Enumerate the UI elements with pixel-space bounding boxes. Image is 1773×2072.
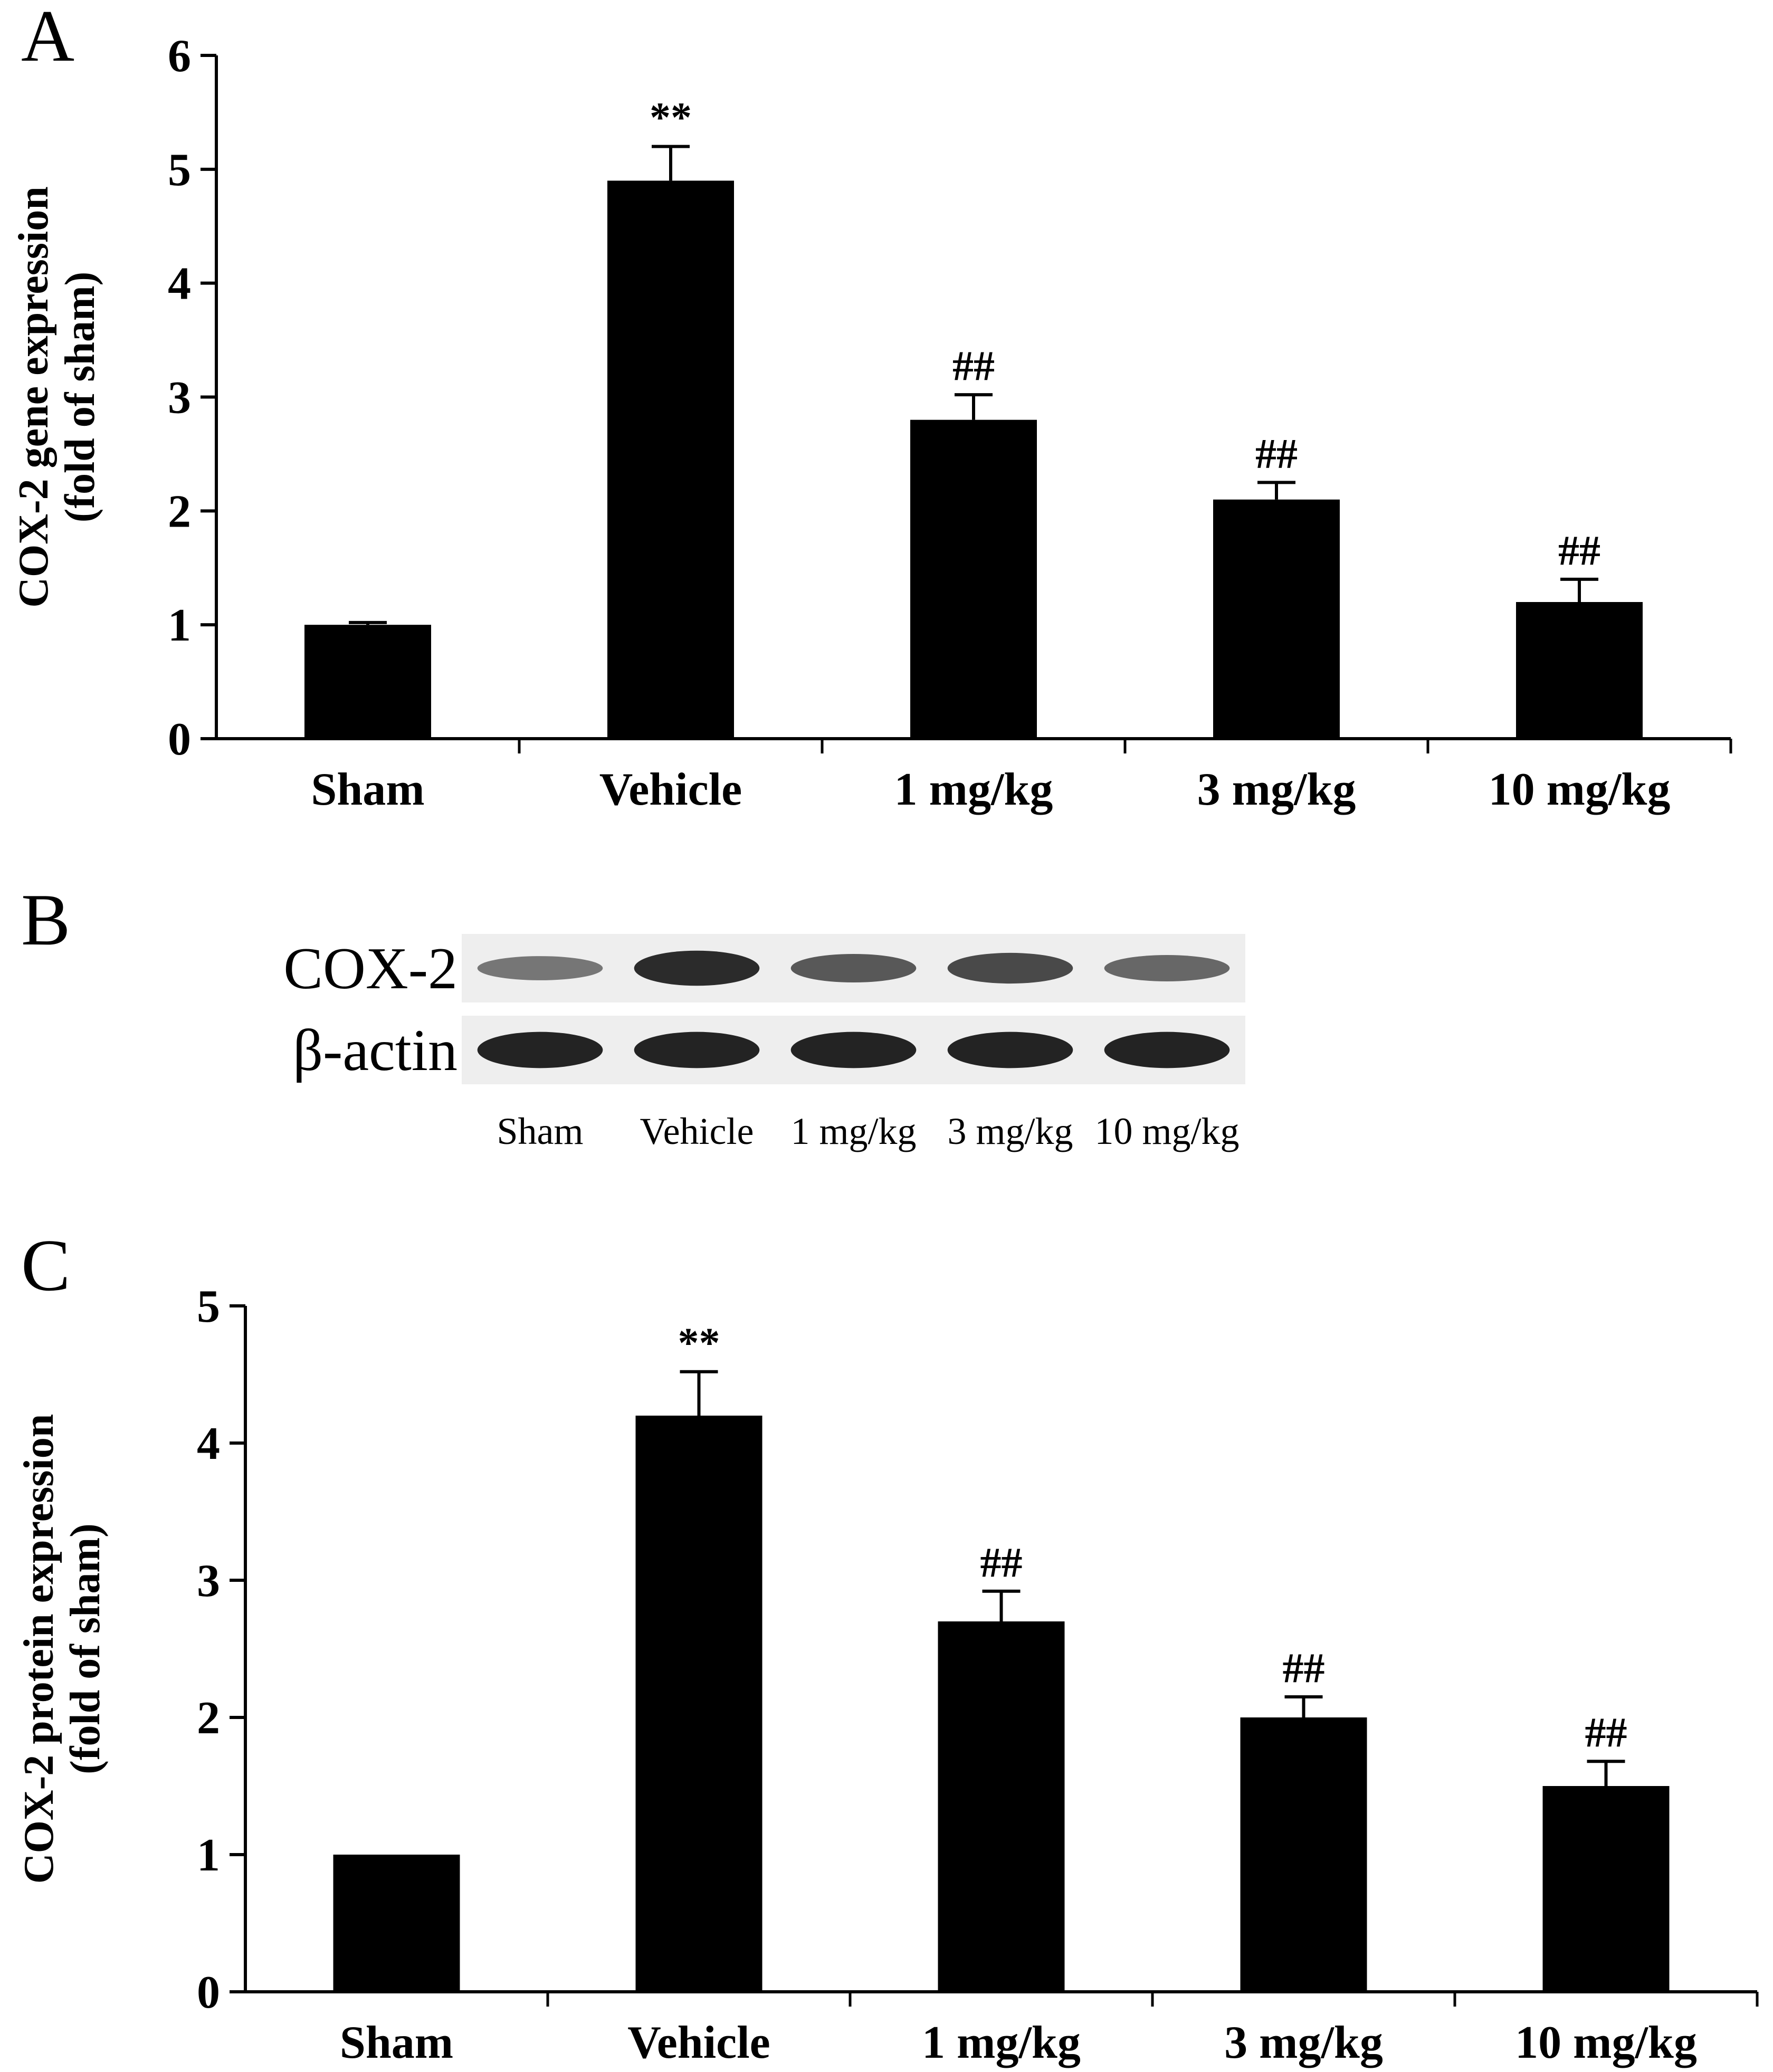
chart-a-y-tick-label: 5 [168, 145, 191, 196]
chart-a-category-label: 3 mg/kg [1197, 764, 1356, 815]
chart-a-y-tick-label: 6 [168, 31, 191, 82]
panel-letter-a: A [21, 0, 74, 77]
chart-a-y-tick-label: 3 [168, 373, 191, 424]
chart-c-y-tick-label: 0 [197, 1967, 220, 2018]
chart-c-y-tick-label: 2 [197, 1693, 220, 1744]
chart-a-bar [910, 419, 1037, 739]
blot-band [477, 1032, 603, 1068]
chart-c-significance-mark: ## [1283, 1645, 1325, 1692]
blot-band [947, 1032, 1073, 1068]
western-blot: COX-2 β-actin Sham Vehicle 1 mg/kg 3 mg/kg 10 … [283, 934, 1245, 1152]
chart-c-bar [1240, 1717, 1367, 1992]
blot-band [790, 1032, 917, 1068]
chart-c-significance-mark: ## [1585, 1710, 1627, 1756]
panel-letter-b: B [21, 879, 70, 961]
chart-a-y-tick-label: 2 [168, 486, 191, 537]
chart-c-category-label: 3 mg/kg [1224, 2017, 1383, 2068]
blot-band [947, 952, 1073, 984]
blot-lane-label: 1 mg/kg [790, 1110, 916, 1152]
chart-c-bar [333, 1855, 460, 1992]
chart-c-y-axis-label: COX-2 protein expression [16, 1414, 62, 1884]
chart-a-bar [1516, 602, 1643, 739]
chart-a-y-tick-label: 1 [168, 600, 191, 651]
blot-lane-label: Vehicle [640, 1110, 754, 1152]
chart-a-y-axis-label: COX-2 gene expression [11, 186, 57, 607]
chart-a-category-label: Vehicle [599, 764, 742, 815]
chart-c-y-tick-label: 1 [197, 1830, 220, 1881]
blot-band [634, 950, 760, 986]
chart-c-category-label: 10 mg/kg [1515, 2017, 1697, 2068]
chart-a-y-axis-label: (fold of sham) [57, 272, 103, 523]
chart-c-y-tick-label: 5 [197, 1281, 220, 1332]
chart-a-bar [607, 180, 734, 739]
chart-a-category-label: Sham [311, 764, 424, 815]
blot-band [790, 953, 917, 983]
panel-letter-c: C [21, 1225, 70, 1306]
blot-band [477, 956, 603, 980]
chart-c-significance-mark: ** [678, 1320, 720, 1367]
chart-c-y-tick-label: 3 [197, 1555, 220, 1607]
chart-c-bar [635, 1416, 762, 1992]
blot-band [1104, 1032, 1230, 1068]
chart-c-category-label: 1 mg/kg [922, 2017, 1081, 2068]
chart-a-significance-mark: ## [1558, 528, 1600, 574]
chart-a: 0 1 2 3 4 5 6 Sham ** Vehicle ## 1 mg/kg ## 3 mg/kg ##… [11, 31, 1732, 815]
chart-a-category-label: 10 mg/kg [1489, 764, 1671, 815]
chart-a-significance-mark: ## [1255, 431, 1298, 477]
chart-c-y-tick-label: 4 [197, 1418, 220, 1469]
chart-a-significance-mark: ** [650, 95, 692, 141]
blot-lane-label: Sham [497, 1110, 583, 1152]
blot-row-label: COX-2 [283, 936, 457, 1001]
blot-band [1104, 955, 1230, 981]
blot-row-label: β-actin [293, 1018, 457, 1083]
chart-a-category-label: 1 mg/kg [894, 764, 1053, 815]
blot-lane-label: 3 mg/kg [947, 1110, 1073, 1152]
chart-c-bar [1542, 1786, 1670, 1992]
chart-a-bar [304, 625, 431, 739]
chart-c-category-label: Sham [340, 2017, 453, 2068]
blot-band [634, 1032, 760, 1068]
chart-c-category-label: Vehicle [627, 2017, 770, 2068]
chart-a-y-tick-label: 0 [168, 714, 191, 765]
blot-lane-label: 10 mg/kg [1094, 1110, 1239, 1152]
chart-c-bar [938, 1621, 1065, 1992]
chart-c-y-axis-label: (fold of sham) [62, 1523, 109, 1774]
chart-a-y-tick-label: 4 [168, 259, 191, 310]
chart-c: 0 1 2 3 4 5 Sham ** Vehicle ## 1 mg/kg ## 3 mg/kg ## 1… [16, 1281, 1759, 2068]
chart-a-significance-mark: ## [952, 343, 995, 389]
chart-c-significance-mark: ## [980, 1540, 1023, 1586]
chart-a-bar [1213, 499, 1340, 739]
